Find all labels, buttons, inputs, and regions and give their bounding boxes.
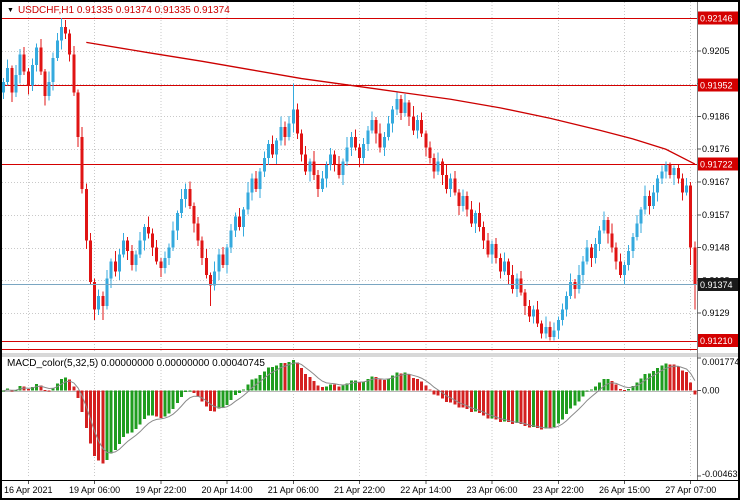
svg-text:22 Apr 14:00: 22 Apr 14:00 [400,485,451,495]
price-label-boxes: 0.92146 0.91952 0.91722 0.91210 [698,11,738,348]
svg-text:0.91374: 0.91374 [700,280,733,290]
symbol-marker-icon: ▼ [7,7,14,14]
svg-text:27 Apr 07:00: 27 Apr 07:00 [665,485,716,495]
svg-text:0.9186: 0.9186 [702,111,730,121]
pane-separators [2,2,738,481]
svg-text:23 Apr 06:00: 23 Apr 06:00 [466,485,517,495]
macd-pane [2,359,697,464]
svg-text:23 Apr 22:00: 23 Apr 22:00 [533,485,584,495]
macd-indicator-text: MACD_color(5,32,5) 0.00000000 0.00000000… [7,358,265,369]
svg-text:0.91952: 0.91952 [700,80,733,90]
candles-layer [2,17,697,341]
svg-text:19 Apr 22:00: 19 Apr 22:00 [135,485,186,495]
svg-text:0.9167: 0.9167 [702,177,730,187]
moving-average-line [86,41,696,165]
svg-text:19 Apr 06:00: 19 Apr 06:00 [69,485,120,495]
svg-text:0.91210: 0.91210 [700,336,733,346]
svg-text:0.9205: 0.9205 [702,46,730,56]
svg-text:20 Apr 14:00: 20 Apr 14:00 [202,485,253,495]
svg-text:21 Apr 22:00: 21 Apr 22:00 [334,485,385,495]
svg-text:0.9176: 0.9176 [702,144,730,154]
current-price-label: 0.91374 [698,278,738,291]
time-axis: 16 Apr 2021 19 Apr 06:00 19 Apr 22:00 20 Ap… [4,481,716,495]
symbol-ohlc-text: USDCHF,H1 0.91335 0.91374 0.91335 0.9137… [17,5,230,16]
grid-lines [2,2,697,476]
svg-text:16 Apr 2021: 16 Apr 2021 [4,485,53,495]
macd-indicator-label: MACD_color(5,32,5) 0.00000000 0.00000000… [7,358,265,369]
svg-text:0.00: 0.00 [702,386,720,396]
svg-text:0.9157: 0.9157 [702,210,730,220]
svg-text:0.9129: 0.9129 [702,308,730,318]
svg-text:0.9148: 0.9148 [702,243,730,253]
svg-text:21 Apr 06:00: 21 Apr 06:00 [268,485,319,495]
svg-text:26 Apr 15:00: 26 Apr 15:00 [599,485,650,495]
svg-text:0.92146: 0.92146 [700,13,733,23]
svg-text:-0.0046390: -0.0046390 [702,469,740,479]
svg-text:0.91722: 0.91722 [700,160,733,170]
macd-axis: 0.0017745 0.00 -0.0046390 [697,357,740,479]
svg-text:0.0017745: 0.0017745 [702,357,740,367]
symbol-ohlc-label: ▼ USDCHF,H1 0.91335 0.91374 0.91335 0.91… [7,5,230,16]
